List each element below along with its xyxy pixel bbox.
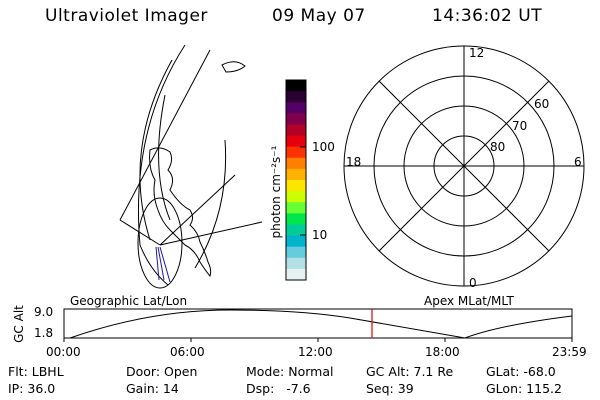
status-mode: Mode: Normal [246,364,334,379]
colorbar-cell [286,91,306,103]
latitude-ring [137,197,183,289]
status-ip: IP: 36.0 [8,381,56,396]
timeline-tick-2359: 23:59 [552,345,587,359]
status-door: Door: Open [126,364,198,379]
time-label: 14:36:02 UT [432,6,543,26]
colorbar-cell [286,257,306,270]
colorbar-cell [286,202,306,214]
polar-label-12: 12 [469,46,485,60]
polar-label-6: 6 [574,155,582,169]
map-limb-inner [158,94,171,221]
timeline-tick-0600: 06:00 [170,345,205,359]
status-dsp: Dsp: -7.6 [246,381,311,396]
meridian-1 [119,49,211,221]
polar-label-0: 0 [469,276,477,290]
timeline-y-top: 9.0 [34,305,54,319]
colorbar-cell [286,157,306,170]
polar-label-80: 80 [490,140,506,154]
polar-label-70: 70 [512,119,528,133]
polar-diagonal-2 [378,80,550,252]
colorbar-cell [286,191,306,203]
colorbar-tick-10: 10 [312,228,328,242]
timeline-left-label: Geographic Lat/Lon [70,294,188,308]
timeline-frame [63,308,573,339]
colorbar-tick-100: 100 [312,140,335,154]
instrument-title: Ultraviolet Imager [45,6,208,26]
meridian-3 [159,174,236,246]
map-limb-outer [137,44,186,286]
map-limb-right [194,139,227,269]
colorbar-cell [286,224,306,237]
timeline-tick-1200: 12:00 [298,345,333,359]
colorbar-cell [286,102,306,114]
colorbar-cell [286,180,306,192]
map-limb-mid [139,59,173,241]
polar-label-60: 60 [534,97,550,111]
status-gc-alt: GC Alt: 7.1 Re [366,364,454,379]
timeline-y-bottom: 1.8 [34,326,54,340]
timeline-tick-1800: 18:00 [425,345,460,359]
status-seq: Seq: 39 [366,381,414,396]
altitude-curve [69,309,573,339]
colorbar-cell [286,235,306,248]
colorbar-cell [286,80,306,92]
timeline-tick-0000: 00:00 [46,345,81,359]
status-glon: GLon: 115.2 [486,381,562,396]
colorbar-cell [286,168,306,181]
colorbar-cell [286,113,306,125]
colorbar-cell [286,124,306,137]
island-top [221,61,246,73]
timeline-right-label: Apex MLat/MLT [424,294,514,308]
status-gain: Gain: 14 [126,381,179,396]
colorbar-cell [286,213,306,225]
status-flt: Flt: LBHL [8,364,64,379]
colorbar-cell [286,135,306,148]
status-glat: GLat: -68.0 [486,364,556,379]
coastline [149,147,212,278]
meridian-4 [119,219,161,246]
colorbar-cell [286,246,306,259]
polar-label-18: 18 [346,155,362,169]
colorbar-cell [286,268,306,281]
colorbar-cell [286,146,306,159]
meridian-2 [159,221,263,246]
date-label: 09 May 07 [272,6,366,26]
